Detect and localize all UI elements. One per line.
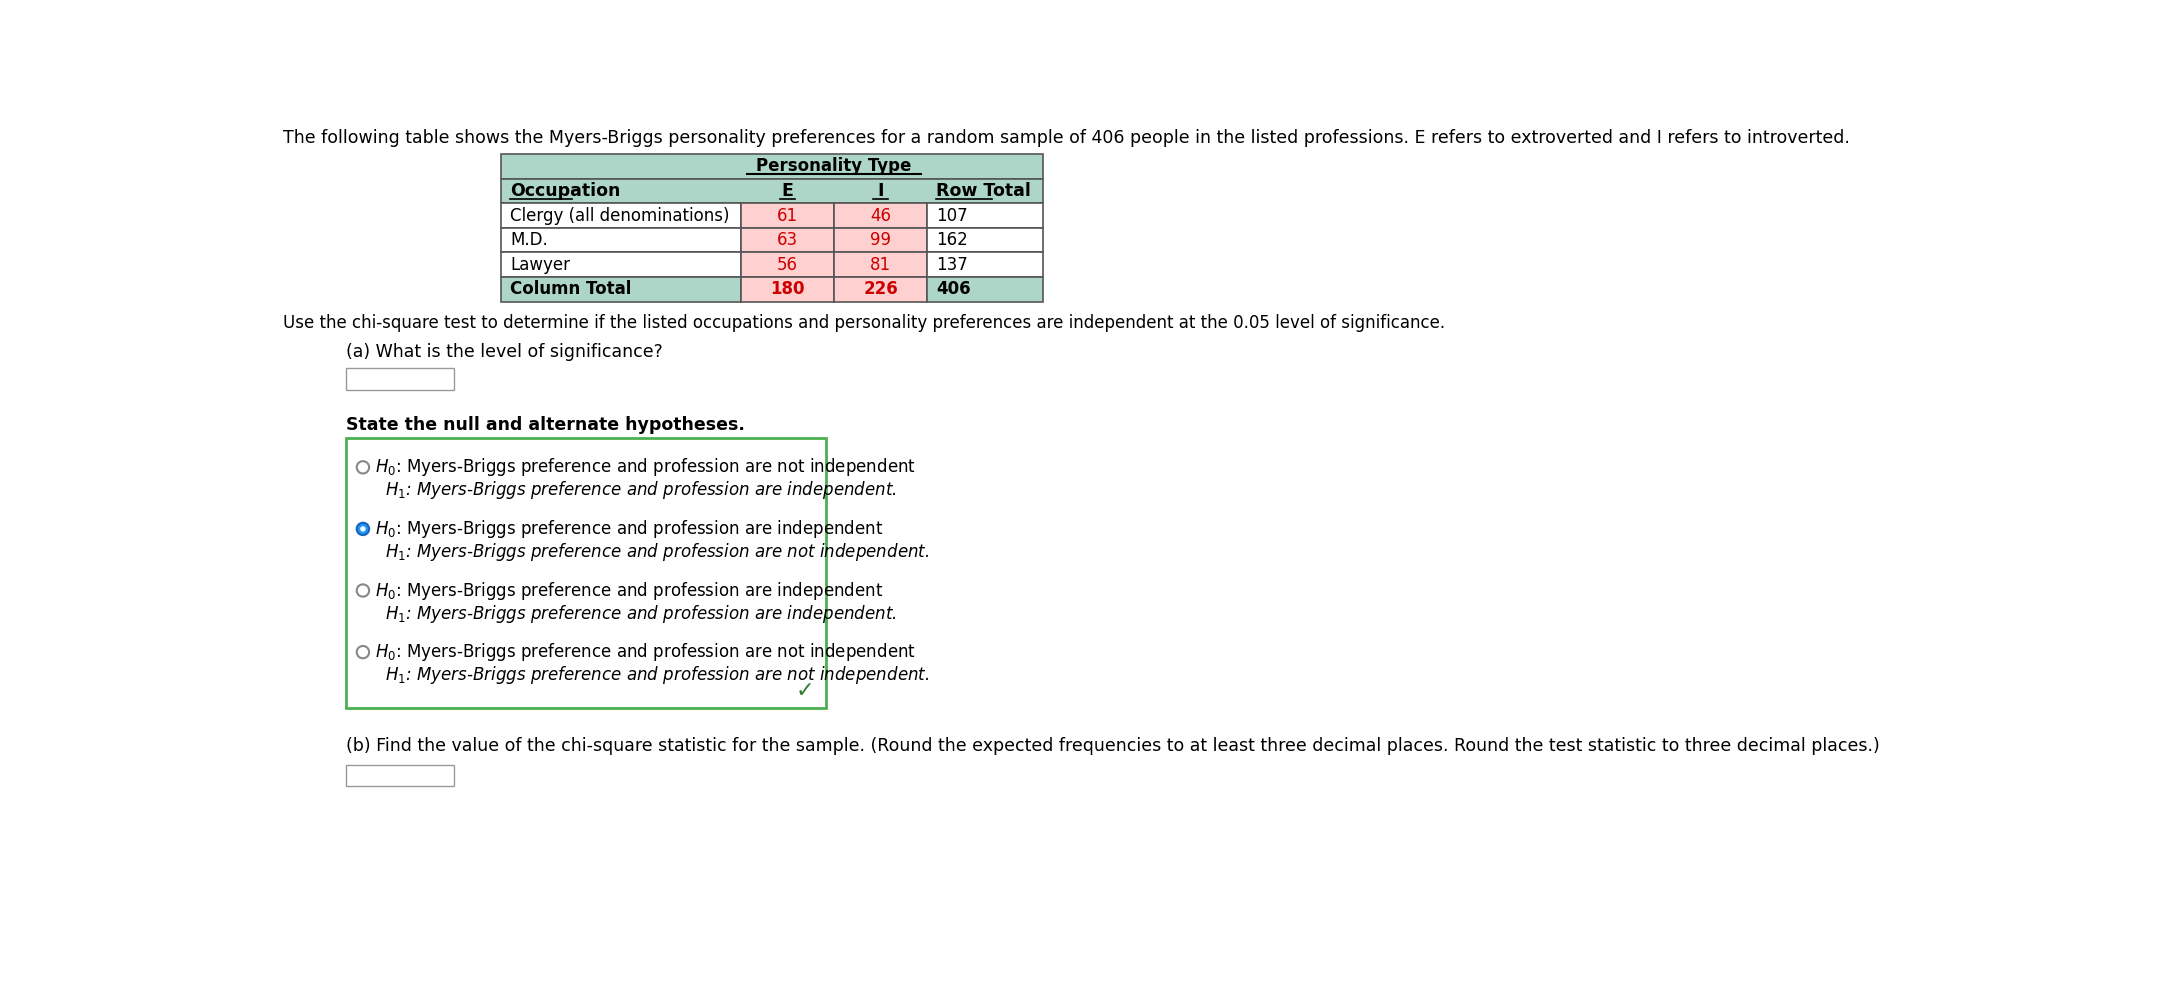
Text: Column Total: Column Total	[510, 280, 632, 298]
Circle shape	[357, 646, 368, 658]
Bar	[834, 252, 928, 277]
Text: Lawyer: Lawyer	[510, 255, 571, 273]
Text: 63: 63	[778, 232, 797, 249]
Text: 180: 180	[771, 280, 806, 298]
Text: Occupation: Occupation	[510, 182, 621, 200]
Bar	[928, 228, 1043, 252]
Text: 107: 107	[937, 207, 967, 225]
Bar	[501, 277, 741, 302]
Bar	[501, 179, 1043, 203]
Text: (b) Find the value of the chi-square statistic for the sample. (Round the expect: (b) Find the value of the chi-square sta…	[346, 737, 1880, 754]
Bar	[501, 203, 741, 228]
Bar	[928, 277, 1043, 302]
Bar	[834, 203, 928, 228]
Text: 61: 61	[778, 207, 797, 225]
Bar	[346, 438, 825, 708]
Text: $H_0$: Myers-Briggs preference and profession are independent: $H_0$: Myers-Briggs preference and profe…	[375, 518, 884, 540]
Text: Personality Type: Personality Type	[756, 157, 913, 175]
Text: I: I	[878, 182, 884, 200]
Text: (a) What is the level of significance?: (a) What is the level of significance?	[346, 343, 662, 362]
Bar	[501, 252, 741, 277]
Text: 137: 137	[937, 255, 969, 273]
Circle shape	[357, 461, 368, 473]
Text: $H_0$: Myers-Briggs preference and profession are independent: $H_0$: Myers-Briggs preference and profe…	[375, 580, 884, 601]
Text: $H_1$: Myers-Briggs preference and profession are independent.: $H_1$: Myers-Briggs preference and profe…	[386, 602, 897, 624]
Bar	[834, 228, 928, 252]
Bar	[346, 368, 455, 390]
Text: 226: 226	[862, 280, 897, 298]
Bar	[834, 277, 928, 302]
Bar	[741, 252, 834, 277]
Text: 81: 81	[869, 255, 891, 273]
Bar	[928, 252, 1043, 277]
Bar	[346, 764, 455, 786]
Text: 46: 46	[871, 207, 891, 225]
Circle shape	[357, 523, 368, 535]
Text: $H_0$: Myers-Briggs preference and profession are not independent: $H_0$: Myers-Briggs preference and profe…	[375, 641, 917, 663]
Text: 99: 99	[871, 232, 891, 249]
Circle shape	[357, 584, 368, 596]
Circle shape	[359, 526, 366, 532]
Text: Row Total: Row Total	[937, 182, 1032, 200]
Text: 56: 56	[778, 255, 797, 273]
Text: $H_1$: Myers-Briggs preference and profession are independent.: $H_1$: Myers-Briggs preference and profe…	[386, 479, 897, 501]
Text: $H_0$: Myers-Briggs preference and profession are not independent: $H_0$: Myers-Briggs preference and profe…	[375, 456, 917, 478]
Bar	[501, 154, 1043, 179]
Text: Clergy (all denominations): Clergy (all denominations)	[510, 207, 730, 225]
Bar	[501, 228, 741, 252]
Bar	[741, 228, 834, 252]
Text: $H_1$: Myers-Briggs preference and profession are not independent.: $H_1$: Myers-Briggs preference and profe…	[386, 664, 930, 686]
Text: Use the chi-square test to determine if the listed occupations and personality p: Use the chi-square test to determine if …	[283, 314, 1446, 332]
Bar	[741, 277, 834, 302]
Bar	[741, 203, 834, 228]
Text: $H_1$: Myers-Briggs preference and profession are not independent.: $H_1$: Myers-Briggs preference and profe…	[386, 541, 930, 563]
Text: E: E	[782, 182, 793, 200]
Text: The following table shows the Myers-Briggs personality preferences for a random : The following table shows the Myers-Brig…	[283, 128, 1849, 146]
Text: State the null and alternate hypotheses.: State the null and alternate hypotheses.	[346, 416, 745, 434]
Text: M.D.: M.D.	[510, 232, 549, 249]
Text: 162: 162	[937, 232, 969, 249]
Text: 406: 406	[937, 280, 971, 298]
Text: ✓: ✓	[795, 681, 815, 701]
Bar	[928, 203, 1043, 228]
